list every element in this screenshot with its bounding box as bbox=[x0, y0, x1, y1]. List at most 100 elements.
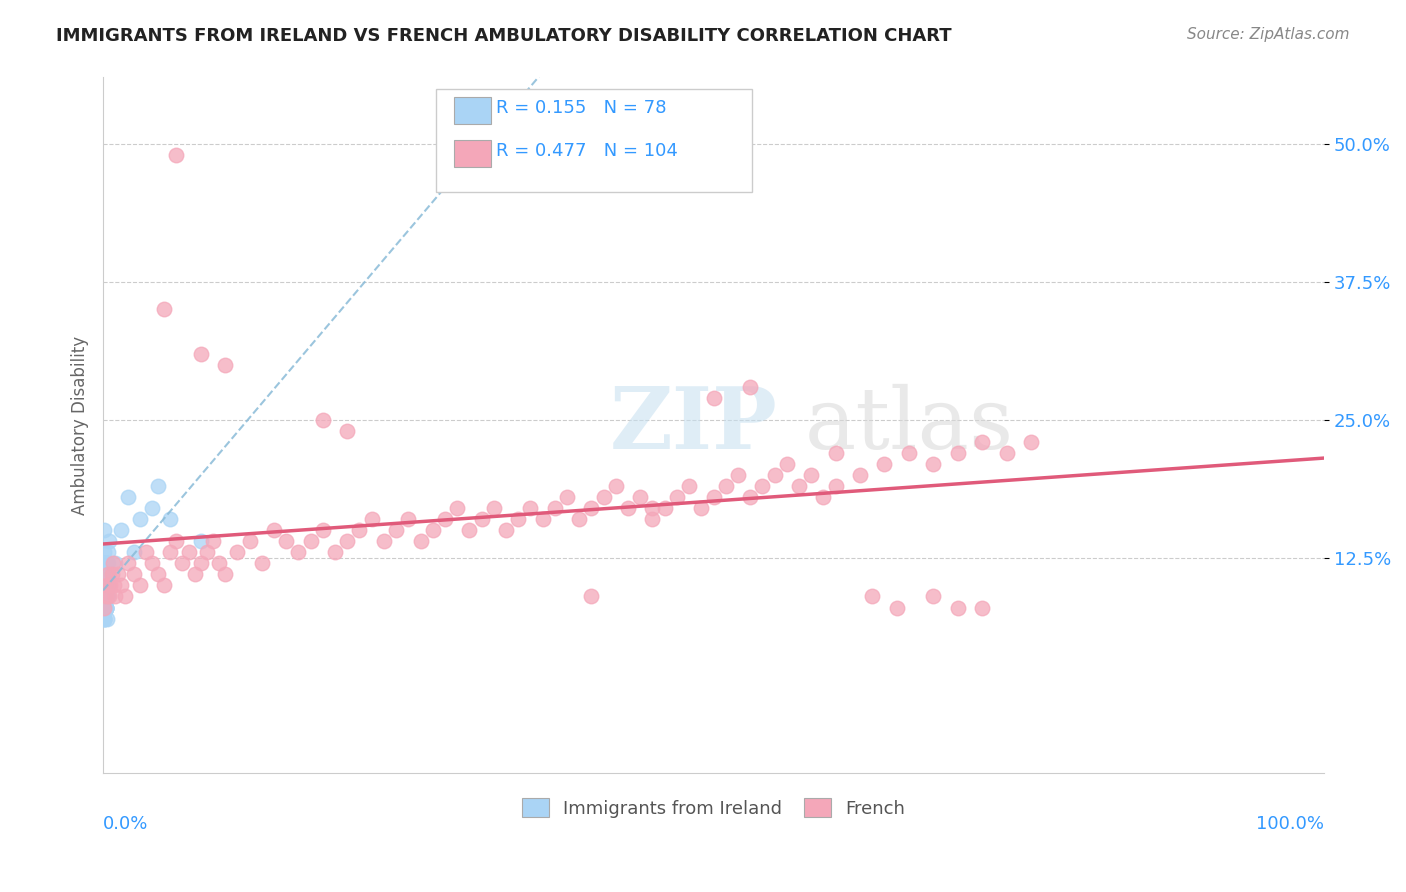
Point bbox=[93, 600, 115, 615]
Point bbox=[103, 578, 125, 592]
Point bbox=[422, 523, 444, 537]
Point bbox=[93, 600, 115, 615]
Text: R = 0.155   N = 78: R = 0.155 N = 78 bbox=[496, 99, 666, 117]
Point bbox=[93, 600, 115, 615]
Point bbox=[93, 600, 115, 615]
Point bbox=[98, 590, 121, 604]
Point bbox=[165, 534, 187, 549]
Point bbox=[93, 590, 115, 604]
Point bbox=[396, 512, 419, 526]
Point bbox=[93, 578, 115, 592]
Point bbox=[96, 590, 118, 604]
Point bbox=[122, 567, 145, 582]
Point bbox=[146, 479, 169, 493]
Point bbox=[94, 590, 117, 604]
Point bbox=[946, 600, 969, 615]
Point bbox=[654, 501, 676, 516]
Point bbox=[385, 523, 408, 537]
Point bbox=[96, 578, 118, 592]
Point bbox=[94, 590, 117, 604]
Point bbox=[239, 534, 262, 549]
Point bbox=[970, 600, 993, 615]
Point bbox=[873, 457, 896, 471]
Point bbox=[860, 590, 883, 604]
Point bbox=[141, 501, 163, 516]
Point bbox=[107, 567, 129, 582]
Point bbox=[1019, 434, 1042, 449]
Point bbox=[96, 611, 118, 625]
Point bbox=[970, 434, 993, 449]
Point bbox=[122, 545, 145, 559]
Point bbox=[336, 424, 359, 438]
Point bbox=[813, 490, 835, 504]
Point bbox=[508, 512, 530, 526]
Point bbox=[94, 557, 117, 571]
Point bbox=[409, 534, 432, 549]
Text: 100.0%: 100.0% bbox=[1256, 815, 1324, 833]
Legend: Immigrants from Ireland, French: Immigrants from Ireland, French bbox=[513, 789, 914, 827]
Point bbox=[776, 457, 799, 471]
Point bbox=[97, 578, 120, 592]
Point bbox=[665, 490, 688, 504]
Point bbox=[94, 567, 117, 582]
Point bbox=[433, 512, 456, 526]
Point bbox=[135, 545, 157, 559]
Point bbox=[886, 600, 908, 615]
Point bbox=[702, 391, 724, 405]
Point bbox=[763, 468, 786, 483]
Point bbox=[172, 557, 194, 571]
Point bbox=[495, 523, 517, 537]
Point bbox=[458, 523, 481, 537]
Point bbox=[94, 600, 117, 615]
Point bbox=[360, 512, 382, 526]
Point bbox=[96, 590, 118, 604]
Point bbox=[94, 590, 117, 604]
Point bbox=[336, 534, 359, 549]
Point bbox=[250, 557, 273, 571]
Point bbox=[751, 479, 773, 493]
Point bbox=[373, 534, 395, 549]
Point bbox=[323, 545, 346, 559]
Point bbox=[93, 600, 115, 615]
Point bbox=[97, 567, 120, 582]
Point bbox=[94, 578, 117, 592]
Point bbox=[93, 611, 115, 625]
Point bbox=[97, 545, 120, 559]
Point bbox=[97, 567, 120, 582]
Point bbox=[159, 545, 181, 559]
Point bbox=[97, 557, 120, 571]
Point bbox=[93, 600, 115, 615]
Point bbox=[446, 501, 468, 516]
Point bbox=[96, 578, 118, 592]
Point bbox=[312, 523, 335, 537]
Point bbox=[96, 590, 118, 604]
Point bbox=[263, 523, 285, 537]
Point bbox=[100, 578, 122, 592]
Y-axis label: Ambulatory Disability: Ambulatory Disability bbox=[72, 335, 89, 515]
Point bbox=[800, 468, 823, 483]
Point bbox=[641, 512, 664, 526]
Point bbox=[519, 501, 541, 516]
Point bbox=[177, 545, 200, 559]
Point bbox=[153, 302, 176, 317]
Point bbox=[128, 578, 150, 592]
Text: ZIP: ZIP bbox=[610, 384, 778, 467]
Point bbox=[849, 468, 872, 483]
Point bbox=[922, 457, 945, 471]
Point bbox=[94, 557, 117, 571]
Point bbox=[94, 590, 117, 604]
Point bbox=[93, 545, 115, 559]
Point bbox=[641, 501, 664, 516]
Point bbox=[824, 479, 846, 493]
Point bbox=[897, 446, 920, 460]
Point bbox=[544, 501, 567, 516]
Point bbox=[568, 512, 591, 526]
Point bbox=[93, 600, 115, 615]
Point bbox=[93, 600, 115, 615]
Point bbox=[208, 557, 231, 571]
Point bbox=[141, 557, 163, 571]
Point bbox=[96, 578, 118, 592]
Point bbox=[96, 590, 118, 604]
Point bbox=[190, 534, 212, 549]
Point bbox=[93, 611, 115, 625]
